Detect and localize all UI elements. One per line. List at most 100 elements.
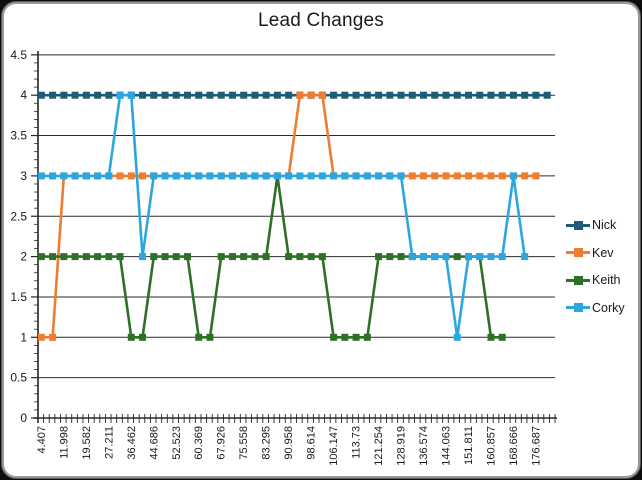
legend-swatch <box>566 220 590 230</box>
series-marker-keith <box>94 253 102 261</box>
series-marker-corky <box>341 172 349 180</box>
series-marker-kev <box>464 172 472 180</box>
series-marker-nick <box>161 91 169 99</box>
legend-item-keith[interactable]: Keith <box>566 274 625 287</box>
series-marker-keith <box>307 253 315 261</box>
series-marker-corky <box>37 172 45 180</box>
y-tick-label: 4.5 <box>10 48 27 62</box>
series-corky <box>37 91 529 341</box>
series-marker-nick <box>476 91 484 99</box>
series-marker-kev <box>307 91 315 99</box>
x-tick-label: 121.254 <box>373 426 385 466</box>
series-marker-corky <box>476 253 484 261</box>
axes <box>31 50 557 423</box>
x-tick-label: 36.462 <box>126 426 138 460</box>
legend-item-kev[interactable]: Kev <box>566 245 625 260</box>
x-tick-labels: 4.407 11.998 19.582 27.211 36.462 44.686 52.52… <box>36 426 543 466</box>
series-marker-kev <box>139 172 147 180</box>
series-marker-corky <box>453 333 461 341</box>
series-marker-kev <box>296 91 304 99</box>
series-marker-nick <box>60 91 68 99</box>
series-marker-nick <box>408 91 416 99</box>
series-marker-corky <box>273 172 281 180</box>
series-marker-nick <box>453 91 461 99</box>
x-tick-label: 27.211 <box>103 426 115 459</box>
series-marker-corky <box>420 253 428 261</box>
series-marker-corky <box>509 172 517 180</box>
series-marker-corky <box>330 172 338 180</box>
series-marker-nick <box>375 91 383 99</box>
x-tick-label: 75.558 <box>238 426 250 460</box>
series-marker-keith <box>318 253 326 261</box>
series-marker-keith <box>363 333 371 341</box>
series-marker-nick <box>532 91 540 99</box>
series-marker-keith <box>386 253 394 261</box>
x-tick-label: 44.686 <box>148 426 160 460</box>
series-marker-corky <box>206 172 214 180</box>
legend-label: Kev <box>592 245 614 260</box>
series-marker-nick <box>330 91 338 99</box>
series-marker-corky <box>49 172 57 180</box>
x-tick-label: 83.295 <box>261 426 273 460</box>
series-marker-corky <box>498 253 506 261</box>
y-tick-label: 0.5 <box>10 371 27 385</box>
y-tick-labels: 4.5 4 3.5 3 2.5 2 1.5 1 0.5 0 <box>10 48 27 425</box>
series-marker-corky <box>161 172 169 180</box>
series-marker-nick <box>464 91 472 99</box>
series-marker-kev <box>431 172 439 180</box>
series-marker-corky <box>82 172 90 180</box>
series-marker-nick <box>285 91 293 99</box>
series-marker-nick <box>341 91 349 99</box>
legend-label: Corky <box>592 300 625 315</box>
series-marker-nick <box>172 91 180 99</box>
series-marker-keith <box>161 253 169 261</box>
series-marker-kev <box>487 172 495 180</box>
series-marker-keith <box>82 253 90 261</box>
x-tick-label: 113.73 <box>351 426 363 459</box>
series-marker-keith <box>183 253 191 261</box>
x-tick-label: 67.926 <box>216 426 228 460</box>
x-tick-label: 128.919 <box>396 426 408 466</box>
series-marker-corky <box>183 172 191 180</box>
series-marker-corky <box>285 172 293 180</box>
legend-item-corky[interactable]: Corky <box>566 300 625 315</box>
y-tick-label: 0 <box>20 411 27 425</box>
series-marker-keith <box>296 253 304 261</box>
series-marker-keith <box>217 253 225 261</box>
series-marker-corky <box>352 172 360 180</box>
series-marker-kev <box>442 172 450 180</box>
series-marker-keith <box>498 333 506 341</box>
legend-item-nick[interactable]: Nick <box>566 219 625 232</box>
series-marker-nick <box>386 91 394 99</box>
series-marker-corky <box>397 172 405 180</box>
series-marker-nick <box>363 91 371 99</box>
series-marker-corky <box>442 253 450 261</box>
series-marker-nick <box>183 91 191 99</box>
series-marker-keith <box>487 333 495 341</box>
series-marker-corky <box>487 253 495 261</box>
series-marker-kev <box>498 172 506 180</box>
y-tick-label: 2 <box>20 250 27 264</box>
series-marker-corky <box>60 172 68 180</box>
series-marker-nick <box>498 91 506 99</box>
x-tick-label: 90.958 <box>283 426 295 460</box>
x-tick-label: 136.574 <box>418 426 430 466</box>
series-marker-corky <box>307 172 315 180</box>
y-tick-label: 3 <box>20 169 27 183</box>
x-tick-label: 144.063 <box>441 426 453 466</box>
series-marker-nick <box>431 91 439 99</box>
series-marker-corky <box>172 172 180 180</box>
x-tick-label: 52.523 <box>171 426 183 460</box>
series-marker-nick <box>82 91 90 99</box>
series-marker-corky <box>464 253 472 261</box>
legend-swatch <box>566 303 590 313</box>
y-tick-label: 1 <box>20 330 27 344</box>
series-marker-keith <box>71 253 79 261</box>
series-marker-nick <box>217 91 225 99</box>
series-marker-keith <box>37 253 45 261</box>
series-marker-keith <box>228 253 236 261</box>
x-tick-label: 151.811 <box>463 426 475 465</box>
series-marker-keith <box>341 333 349 341</box>
